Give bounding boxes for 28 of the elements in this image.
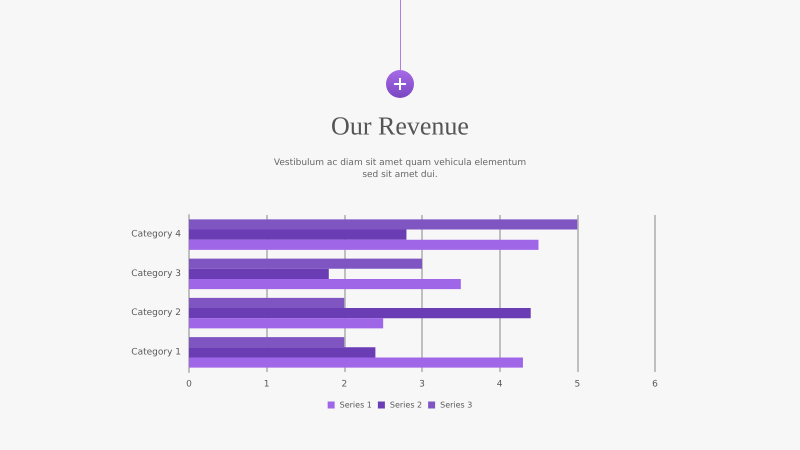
x-tick-label: 4 xyxy=(496,380,503,390)
bar xyxy=(189,337,344,348)
bar xyxy=(189,298,344,308)
bar xyxy=(189,219,578,230)
legend-label: Series 2 xyxy=(390,400,422,410)
x-tick-label: 5 xyxy=(574,380,580,390)
chart-subtitle: Vestibulum ac diam sit amet quam vehicula elementum sed sit amet dui. xyxy=(274,158,526,180)
x-tick-label: 6 xyxy=(652,380,658,390)
x-tick-label: 3 xyxy=(419,380,425,390)
bar xyxy=(189,278,461,290)
x-tick-label: 0 xyxy=(186,380,192,390)
bar xyxy=(189,357,523,368)
bar xyxy=(189,258,422,269)
legend-label: Series 1 xyxy=(340,400,372,410)
y-tick-label: Category 3 xyxy=(131,268,181,279)
y-tick-label: Category 4 xyxy=(131,230,182,240)
x-tick-label: 1 xyxy=(264,380,270,390)
chart-title: Our Revenue xyxy=(331,112,469,140)
bar xyxy=(189,318,384,328)
x-tick-label: 2 xyxy=(341,380,348,390)
legend-label: Series 3 xyxy=(440,400,472,410)
y-tick-label: Category 1 xyxy=(131,347,181,358)
bar xyxy=(189,230,406,240)
bar xyxy=(189,347,376,358)
bar xyxy=(189,240,538,250)
bar xyxy=(189,268,329,279)
y-tick-label: Category 2 xyxy=(131,308,181,318)
bar xyxy=(189,308,531,318)
